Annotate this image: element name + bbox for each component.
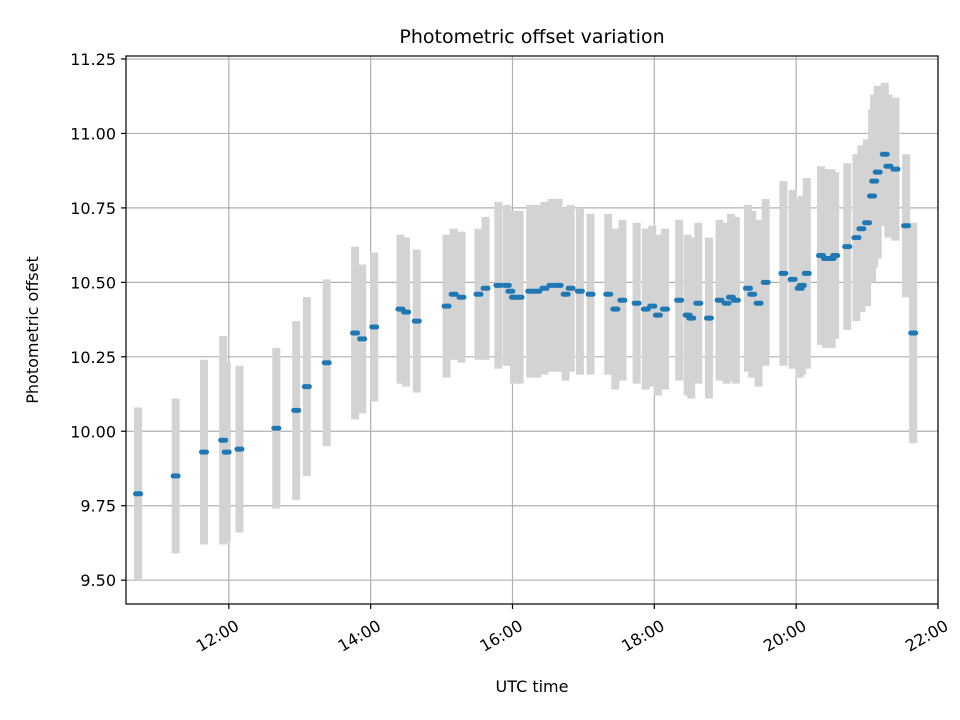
data-point: [369, 324, 380, 330]
data-point: [321, 360, 332, 366]
data-point: [753, 300, 764, 306]
data-point: [830, 253, 841, 259]
data-points: [133, 151, 919, 497]
data-point: [851, 235, 862, 241]
x-axis-label: UTC time: [496, 677, 569, 696]
data-point: [796, 282, 807, 288]
y-axis-ticks: 9.50 9.75 10.00 10.25 10.50 10.75 11.00 11.25: [70, 50, 126, 590]
data-point: [869, 178, 880, 184]
data-point: [703, 315, 714, 321]
data-point: [693, 300, 704, 306]
data-point: [747, 291, 758, 297]
data-point: [801, 270, 812, 276]
data-point: [501, 282, 512, 288]
data-point: [514, 294, 525, 300]
data-point: [659, 306, 670, 312]
data-point: [908, 330, 919, 336]
data-point: [170, 473, 181, 479]
data-point: [787, 276, 798, 282]
y-tick-label: 9.50: [80, 571, 116, 590]
data-point: [760, 279, 771, 285]
data-point: [842, 244, 853, 250]
data-point: [505, 288, 516, 294]
data-point: [862, 220, 873, 226]
data-point: [603, 291, 614, 297]
data-point: [883, 163, 894, 169]
data-point: [553, 282, 564, 288]
data-point: [199, 449, 210, 455]
plot-frame: [125, 55, 939, 605]
y-tick-label: 11.00: [70, 124, 116, 143]
data-point: [778, 270, 789, 276]
data-point: [890, 166, 901, 172]
data-point: [674, 297, 685, 303]
data-point: [617, 297, 628, 303]
y-tick-label: 10.75: [70, 199, 116, 218]
data-point: [539, 285, 550, 291]
data-point: [730, 297, 741, 303]
y-tick-label: 10.00: [70, 422, 116, 441]
data-point: [218, 437, 229, 443]
data-point: [401, 309, 412, 315]
data-point: [856, 226, 867, 232]
data-point: [872, 169, 883, 175]
data-point: [574, 288, 585, 294]
data-point: [456, 294, 467, 300]
y-tick-label: 9.75: [80, 497, 116, 516]
data-point: [610, 306, 621, 312]
data-point: [480, 285, 491, 291]
y-tick-label: 10.25: [70, 348, 116, 367]
data-point: [291, 407, 302, 413]
data-point: [271, 425, 282, 431]
data-point: [532, 288, 543, 294]
data-point: [441, 303, 452, 309]
data-point: [560, 291, 571, 297]
data-point: [585, 291, 596, 297]
chart-title: Photometric offset variation: [399, 26, 664, 48]
data-point: [133, 491, 144, 497]
data-point: [647, 303, 658, 309]
data-point: [473, 291, 484, 297]
y-tick-label: 11.25: [70, 50, 116, 69]
data-point: [686, 315, 697, 321]
data-point: [721, 300, 732, 306]
data-point: [448, 291, 459, 297]
data-point: [867, 193, 878, 199]
data-point: [493, 282, 504, 288]
data-point: [350, 330, 361, 336]
data-point: [357, 336, 368, 342]
data-point: [652, 312, 663, 318]
data-point: [411, 318, 422, 324]
data-point: [631, 300, 642, 306]
data-point: [301, 384, 312, 390]
data-point: [742, 285, 753, 291]
data-point: [879, 151, 890, 157]
data-point: [565, 285, 576, 291]
data-point: [234, 446, 245, 452]
y-axis-label: Photometric offset: [23, 256, 42, 404]
data-point: [901, 223, 912, 229]
data-point: [221, 449, 232, 455]
y-tick-label: 10.50: [70, 273, 116, 292]
data-point: [714, 297, 725, 303]
